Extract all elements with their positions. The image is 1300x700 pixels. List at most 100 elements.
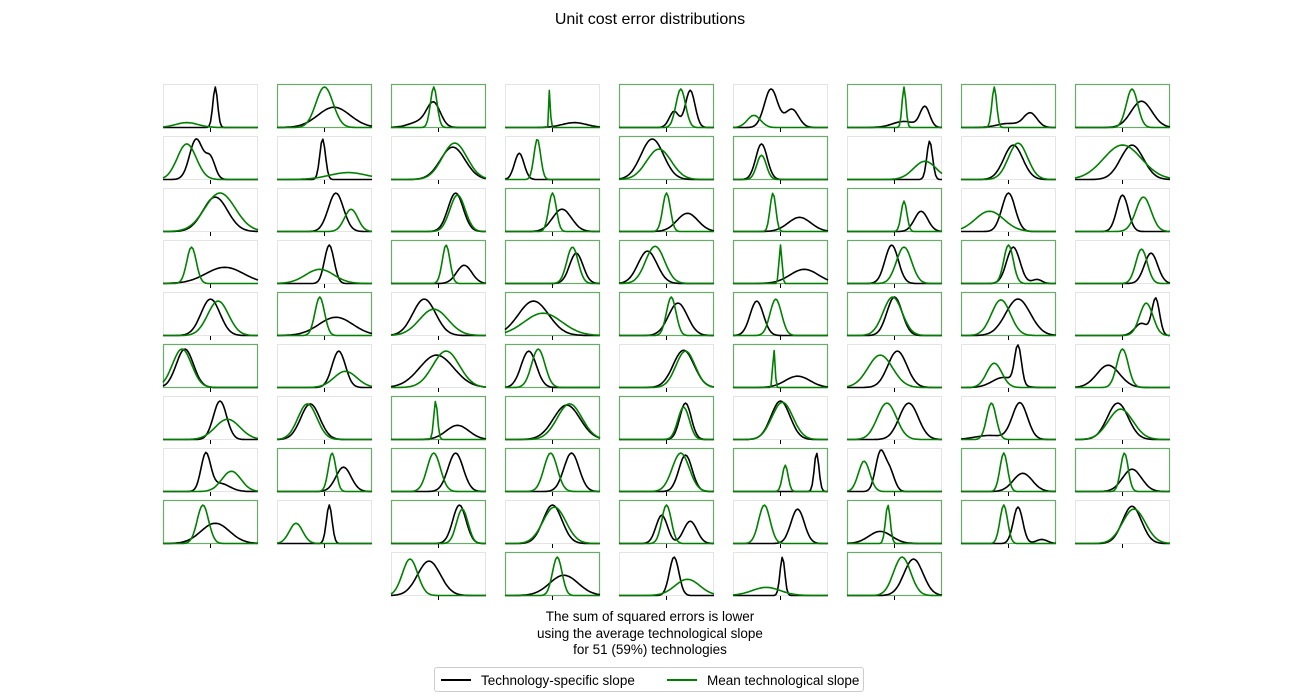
panel-1-6 xyxy=(732,84,828,132)
panel-frame xyxy=(961,344,1056,388)
density-mean-slope xyxy=(277,86,372,129)
legend-item-tech-specific: Technology-specific slope xyxy=(441,672,635,688)
density-tech-specific xyxy=(960,401,1056,441)
panel-frame xyxy=(1075,136,1170,180)
density-mean-slope xyxy=(391,452,486,493)
panel-frame xyxy=(732,291,829,337)
summary-note-line-3: for 51 (59%) technologies xyxy=(573,642,727,657)
density-mean-slope xyxy=(277,171,373,181)
panel-frame xyxy=(276,83,373,129)
panel-frame xyxy=(846,499,943,545)
density-mean-slope xyxy=(277,452,372,493)
density-mean-slope xyxy=(505,403,601,441)
density-mean-slope xyxy=(733,298,828,337)
panel-9-6 xyxy=(733,500,828,548)
density-mean-slope xyxy=(505,246,600,285)
summary-note-line-2: using the average technological slope xyxy=(537,625,763,641)
panel-frame xyxy=(1074,447,1171,493)
panel-7-3 xyxy=(390,395,487,444)
panel-2-6 xyxy=(732,135,829,184)
density-mean-slope xyxy=(619,452,714,493)
panel-frame xyxy=(960,239,1057,285)
panel-6-7 xyxy=(846,344,942,392)
panel-3-2 xyxy=(277,188,373,236)
panel-8-7 xyxy=(846,448,942,496)
panel-4-7 xyxy=(846,239,943,288)
panel-9-5 xyxy=(618,499,715,548)
panel-2-7 xyxy=(847,136,943,184)
panel-7-5 xyxy=(618,395,715,444)
density-mean-slope xyxy=(505,138,600,181)
density-mean-slope xyxy=(961,142,1056,181)
panel-8-1 xyxy=(163,448,259,496)
panel-5-6 xyxy=(732,291,829,340)
panel-3-5 xyxy=(618,187,715,236)
panel-5-4 xyxy=(504,291,601,340)
density-mean-slope xyxy=(733,349,828,389)
density-mean-slope xyxy=(847,86,942,129)
density-mean-slope xyxy=(733,464,828,493)
density-mean-slope xyxy=(1075,452,1170,493)
density-mean-slope xyxy=(277,208,373,233)
density-mean-slope xyxy=(847,556,942,597)
density-mean-slope xyxy=(961,452,1056,493)
panel-frame xyxy=(618,187,715,233)
density-mean-slope xyxy=(961,86,1056,129)
density-mean-slope xyxy=(276,522,372,545)
density-mean-slope xyxy=(961,402,1056,441)
density-mean-slope xyxy=(619,296,714,337)
panel-frame xyxy=(277,188,372,232)
panel-frame xyxy=(391,136,486,180)
panel-7-7 xyxy=(847,396,942,444)
density-mean-slope xyxy=(619,88,714,129)
summary-note-line-1: The sum of squared errors is lower xyxy=(545,609,755,624)
panel-9-8 xyxy=(960,499,1057,548)
panel-frame xyxy=(277,344,372,388)
density-mean-slope xyxy=(163,246,258,285)
density-mean-slope xyxy=(390,558,486,597)
density-mean-slope xyxy=(847,296,942,337)
density-mean-slope xyxy=(391,142,487,181)
panel-2-1 xyxy=(162,136,258,184)
panel-frame xyxy=(618,135,715,181)
panel-9-2 xyxy=(276,500,372,548)
panel-frame xyxy=(846,551,943,597)
density-mean-slope xyxy=(846,354,942,389)
density-mean-slope xyxy=(162,348,258,389)
density-mean-slope xyxy=(1075,302,1170,337)
panel-frame xyxy=(961,188,1056,232)
panel-frame xyxy=(504,187,601,233)
panel-5-3 xyxy=(390,292,486,340)
density-mean-slope xyxy=(277,296,372,337)
panel-6-4 xyxy=(504,343,601,392)
density-mean-slope xyxy=(847,246,942,285)
density-mean-slope xyxy=(504,312,601,337)
legend-item-mean-slope: Mean technological slope xyxy=(667,672,859,688)
density-mean-slope xyxy=(733,192,828,233)
panel-5-8 xyxy=(960,291,1057,340)
panel-frame xyxy=(391,552,486,596)
panel-10-3 xyxy=(390,552,486,600)
panel-1-3 xyxy=(390,83,487,132)
density-mean-slope xyxy=(733,154,828,181)
density-mean-slope xyxy=(847,160,943,181)
panel-10-4 xyxy=(504,551,601,600)
panel-2-3 xyxy=(391,136,487,184)
panel-1-2 xyxy=(276,83,373,132)
panel-10-5 xyxy=(619,552,715,600)
density-tech-specific xyxy=(1075,144,1171,181)
density-mean-slope xyxy=(1075,88,1170,129)
density-mean-slope xyxy=(960,210,1056,233)
panel-1-5 xyxy=(618,83,715,132)
panel-2-2 xyxy=(277,136,373,184)
panel-frame xyxy=(163,240,258,284)
density-mean-slope xyxy=(163,418,259,441)
panel-2-8 xyxy=(961,136,1056,184)
panel-9-1 xyxy=(162,499,259,548)
panel-8-2 xyxy=(276,447,373,496)
density-mean-slope xyxy=(505,556,600,597)
legend: Technology-specific slope Mean technolog… xyxy=(434,667,864,692)
panel-frame xyxy=(846,187,943,233)
panel-frame xyxy=(504,343,601,389)
panel-3-9 xyxy=(1075,188,1171,236)
